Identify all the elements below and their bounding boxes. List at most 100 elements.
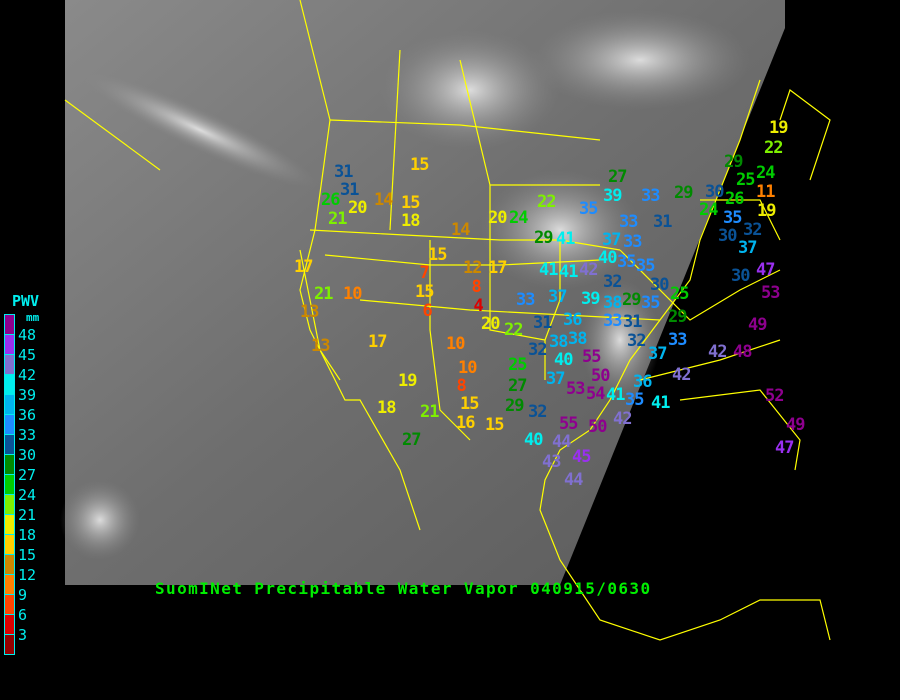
station-pwv-label: 42 [672, 364, 692, 385]
station-pwv-label: 41 [606, 384, 626, 405]
station-pwv-label: 48 [733, 341, 753, 362]
station-pwv-label: 25 [736, 169, 756, 190]
station-pwv-label: 35 [723, 207, 743, 228]
legend-unit: mm [26, 311, 40, 324]
station-pwv-label: 30 [731, 265, 751, 286]
station-pwv-label: 7 [419, 262, 430, 283]
legend-tick-label: 15 [18, 546, 37, 564]
station-pwv-label: 29 [724, 151, 744, 172]
station-pwv-label: 17 [488, 257, 508, 278]
station-pwv-label: 44 [564, 469, 584, 490]
station-pwv-label: 8 [471, 276, 482, 297]
station-pwv-label: 37 [738, 237, 758, 258]
legend-swatch [5, 535, 14, 555]
station-pwv-label: 35 [579, 198, 599, 219]
legend-color-bar [4, 314, 15, 655]
station-pwv-label: 11 [756, 181, 776, 202]
station-pwv-label: 15 [485, 414, 505, 435]
legend-tick-label: 30 [18, 446, 37, 464]
legend-title: PWV [12, 292, 40, 310]
station-pwv-label: 25 [508, 354, 528, 375]
station-pwv-label: 14 [451, 219, 471, 240]
station-pwv-label: 32 [528, 401, 548, 422]
station-pwv-label: 33 [516, 289, 536, 310]
legend-swatch [5, 375, 14, 395]
station-pwv-label: 6 [422, 300, 433, 321]
station-pwv-label: 41 [556, 228, 576, 249]
station-pwv-label: 36 [633, 371, 653, 392]
station-pwv-label: 18 [401, 210, 421, 231]
station-pwv-label: 36 [563, 309, 583, 330]
station-pwv-label: 47 [756, 259, 776, 280]
legend-tick-label: 24 [18, 486, 37, 504]
legend-tick-label: 33 [18, 426, 37, 444]
station-pwv-label: 19 [757, 200, 777, 221]
station-pwv-label: 35 [641, 292, 661, 313]
legend-tick-label: 12 [18, 566, 37, 584]
station-pwv-label: 33 [603, 310, 623, 331]
station-pwv-label: 55 [582, 346, 602, 367]
legend-swatch [5, 495, 14, 515]
station-pwv-label: 33 [641, 185, 661, 206]
station-pwv-label: 29 [668, 306, 688, 327]
legend-swatch [5, 555, 14, 575]
station-pwv-label: 40 [598, 247, 618, 268]
station-pwv-label: 12 [463, 257, 483, 278]
station-pwv-label: 27 [402, 429, 422, 450]
station-pwv-label: 35 [636, 255, 656, 276]
station-pwv-label: 8 [456, 375, 467, 396]
station-pwv-label: 19 [769, 117, 789, 138]
station-pwv-label: 40 [524, 429, 544, 450]
station-pwv-label: 35 [617, 251, 637, 272]
station-pwv-label: 26 [321, 189, 341, 210]
station-pwv-label: 52 [765, 385, 785, 406]
station-pwv-label: 10 [458, 357, 478, 378]
station-pwv-label: 55 [559, 413, 579, 434]
legend-swatch [5, 635, 14, 654]
station-pwv-label: 37 [546, 368, 566, 389]
station-pwv-label: 39 [603, 185, 623, 206]
legend-swatch [5, 475, 14, 495]
station-pwv-label: 39 [581, 288, 601, 309]
station-pwv-label: 33 [668, 329, 688, 350]
station-pwv-label: 53 [761, 282, 781, 303]
legend-tick-label: 21 [18, 506, 37, 524]
legend-swatch [5, 335, 14, 355]
legend-tick-label: 27 [18, 466, 37, 484]
station-pwv-label: 13 [300, 301, 320, 322]
legend-tick-label: 48 [18, 326, 37, 344]
pwv-legend: PWV mm 48 45 42 39 36 33 30 27 24 21 18 15 12 9 6 3 [4, 294, 60, 674]
legend-swatch [5, 415, 14, 435]
legend-swatch [5, 455, 14, 475]
station-pwv-label: 31 [340, 179, 360, 200]
station-pwv-label: 43 [542, 451, 562, 472]
station-pwv-label: 30 [650, 274, 670, 295]
station-pwv-label: 54 [586, 383, 606, 404]
station-pwv-label: 31 [623, 311, 643, 332]
legend-tick-label: 42 [18, 366, 37, 384]
station-pwv-label: 15 [410, 154, 430, 175]
station-pwv-label: 37 [548, 286, 568, 307]
station-pwv-label: 31 [653, 211, 673, 232]
station-pwv-label: 47 [775, 437, 795, 458]
station-pwv-label: 26 [725, 188, 745, 209]
legend-tick-label: 36 [18, 406, 37, 424]
station-pwv-label: 49 [786, 414, 806, 435]
station-pwv-label: 19 [398, 370, 418, 391]
legend-swatch [5, 355, 14, 375]
station-pwv-label: 20 [488, 207, 508, 228]
station-pwv-label: 24 [756, 162, 776, 183]
station-pwv-label: 29 [622, 289, 642, 310]
boundary-lines [64, 0, 831, 641]
legend-tick-label: 6 [18, 606, 28, 624]
station-pwv-label: 38 [549, 331, 569, 352]
station-pwv-label: 37 [648, 343, 668, 364]
station-pwv-label: 30 [705, 181, 725, 202]
station-pwv-label: 27 [508, 375, 528, 396]
station-pwv-label: 14 [374, 189, 394, 210]
legend-tick-label: 39 [18, 386, 37, 404]
station-pwv-label: 24 [509, 207, 529, 228]
station-pwv-label: 29 [674, 182, 694, 203]
station-pwv-label: 38 [568, 328, 588, 349]
station-pwv-label: 15 [428, 244, 448, 265]
